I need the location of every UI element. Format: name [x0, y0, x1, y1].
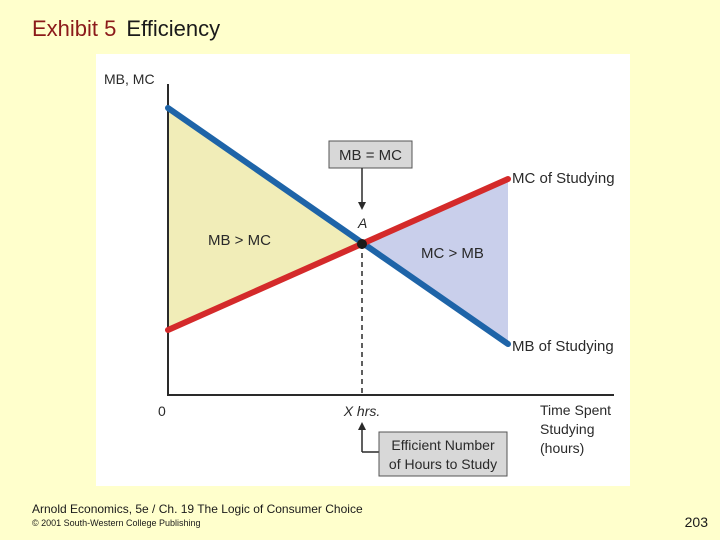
diagram-canvas: MB, MC 0 X hrs. Time Spent Studying (hou… [104, 71, 615, 477]
region-mb-greater-mc [168, 108, 362, 330]
efficiency-diagram: MB, MC 0 X hrs. Time Spent Studying (hou… [96, 54, 630, 486]
region-right-label: MC > MB [421, 245, 484, 262]
efficient-box-line-1: Efficient Number [391, 437, 495, 453]
x-axis-label-line-3: (hours) [540, 440, 584, 456]
efficient-box [378, 431, 508, 477]
x-axis-label-line-1: Time Spent [540, 402, 611, 418]
exhibit-number: Exhibit 5 [32, 16, 117, 41]
slide-title: Exhibit 5 Efficiency [32, 16, 220, 42]
x-point-label: X hrs. [343, 403, 381, 419]
equilibrium-box-label: MB = MC [339, 147, 402, 164]
x-point-label-text: X hrs. [343, 403, 381, 419]
mc-curve [165, 176, 511, 333]
x-axis-label-line-2: Studying [540, 421, 594, 437]
mb-curve [165, 105, 511, 347]
efficient-box-line-2: of Hours to Study [389, 456, 497, 472]
mc-curve-label: MC of Studying [512, 170, 615, 187]
copyright: © 2001 South-Western College Publishing [32, 518, 201, 528]
region-mc-greater-mb [362, 179, 508, 344]
exhibit-title: Efficiency [126, 16, 221, 41]
equilibrium-box [328, 140, 413, 169]
equilibrium-point [357, 239, 367, 249]
origin-label: 0 [158, 403, 166, 419]
y-axis-label: MB, MC [104, 71, 155, 87]
region-left-label: MB > MC [208, 232, 271, 249]
point-a-label: A [357, 215, 367, 231]
mb-curve-label: MB of Studying [512, 338, 614, 355]
page-number: 203 [684, 514, 708, 530]
citation: Arnold Economics, 5e / Ch. 19 The Logic … [32, 502, 363, 516]
